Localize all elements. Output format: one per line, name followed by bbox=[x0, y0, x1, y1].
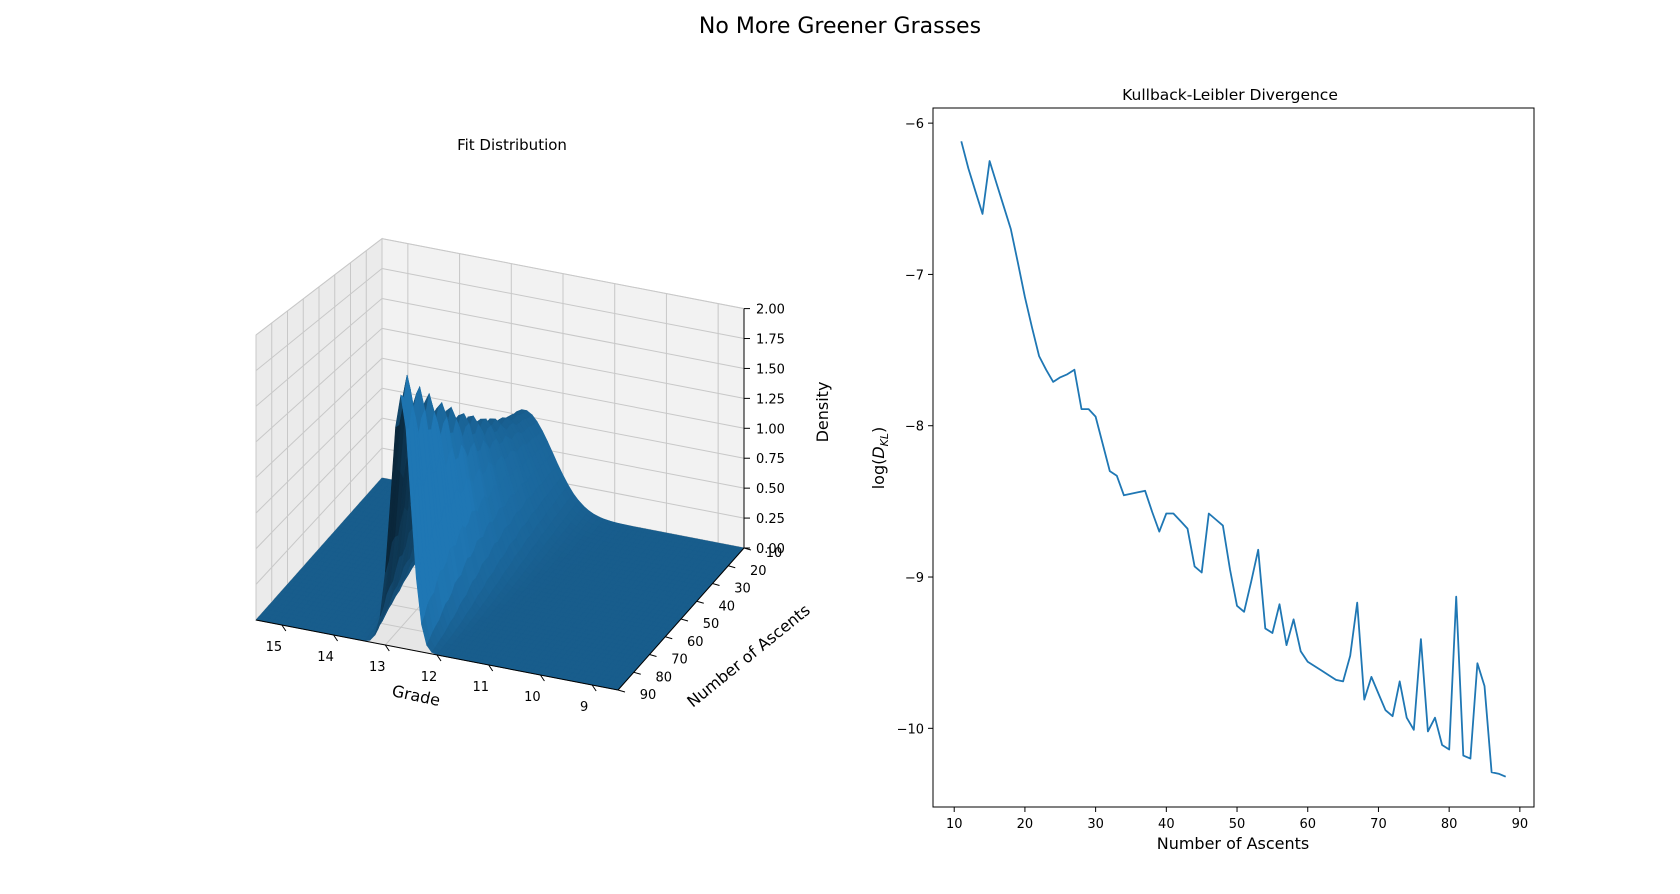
kl-x-tick-label: 70 bbox=[1370, 817, 1387, 832]
kl-series bbox=[960, 141, 1507, 778]
grid-line bbox=[255, 238, 383, 336]
kl-x-tick-label: 10 bbox=[946, 817, 963, 832]
grid-line bbox=[255, 328, 383, 443]
grid-line bbox=[381, 268, 745, 340]
ascents-tick-mark bbox=[649, 654, 657, 657]
surface-mesh bbox=[255, 374, 745, 691]
kl-y-tick-label: −7 bbox=[905, 268, 924, 283]
axes-3d bbox=[255, 308, 752, 693]
kl-x-tick-label: 80 bbox=[1441, 817, 1458, 832]
ascents-tick-label: 80 bbox=[655, 670, 672, 685]
grade-tick-label: 14 bbox=[317, 650, 334, 665]
ascents-tick-mark bbox=[665, 636, 673, 640]
kl-x-tick-label: 30 bbox=[1087, 817, 1104, 832]
grade-tick-mark bbox=[281, 624, 287, 632]
density-tick-label: 0.25 bbox=[756, 512, 785, 527]
density-tick-label: 1.00 bbox=[756, 422, 785, 437]
grade-tick-mark bbox=[488, 664, 494, 672]
kl-y-tick-label: −6 bbox=[905, 117, 924, 132]
kl-x-tick-label: 90 bbox=[1512, 817, 1529, 832]
kl-x-axis-label: Number of Ascents bbox=[1157, 834, 1310, 853]
grid-line bbox=[381, 357, 745, 429]
grid-line bbox=[255, 268, 383, 372]
density-tick-label: 0.50 bbox=[756, 482, 785, 497]
ascents-tick-label: 60 bbox=[687, 635, 704, 650]
surface-3d-chart: Fit Distribution 15 14 13 12 11 10 9 10 20 30 40 50… bbox=[255, 136, 832, 715]
ascents-tick-label: 70 bbox=[671, 653, 688, 668]
grade-tick-label: 11 bbox=[472, 680, 489, 695]
grade-tick-mark bbox=[540, 674, 545, 682]
kl-chart-title: Kullback-Leibler Divergence bbox=[1122, 86, 1338, 104]
ascents-tick-mark bbox=[728, 565, 736, 569]
kl-y-ticks: −6 −7 −8 −9 −10 bbox=[897, 117, 933, 737]
kl-y-tick-label: −10 bbox=[897, 722, 924, 737]
kl-x-tick-label: 60 bbox=[1299, 817, 1316, 832]
grid-line bbox=[255, 357, 383, 478]
ascents-tick-label: 90 bbox=[640, 688, 657, 703]
density-tick-label: 2.00 bbox=[756, 303, 785, 318]
kl-y-axis-label: log(DKL) bbox=[869, 427, 891, 490]
grade-tick-label: 12 bbox=[421, 670, 438, 685]
ascents-tick-mark bbox=[680, 618, 689, 622]
grade-tick-mark bbox=[384, 644, 390, 652]
grid-line bbox=[255, 447, 383, 585]
surface-chart-title: Fit Distribution bbox=[457, 136, 567, 154]
kl-y-tick-label: −9 bbox=[905, 571, 924, 586]
density-tick-label: 0.00 bbox=[756, 542, 785, 557]
kl-x-tick-label: 40 bbox=[1158, 817, 1175, 832]
ascents-tick-label: 20 bbox=[750, 564, 767, 579]
ascents-tick-mark bbox=[712, 583, 720, 586]
ascents-tick-mark bbox=[633, 671, 641, 675]
grid-line bbox=[381, 387, 745, 459]
grid-line bbox=[381, 327, 745, 399]
figure-title: No More Greener Grasses bbox=[698, 14, 982, 39]
grade-tick-label: 10 bbox=[524, 690, 541, 705]
grid-line bbox=[381, 297, 745, 369]
kl-x-tick-label: 50 bbox=[1229, 817, 1246, 832]
grade-tick-label: 13 bbox=[369, 660, 386, 675]
kl-x-ticks: 10 20 30 40 50 60 70 80 90 bbox=[946, 807, 1528, 832]
grid-line bbox=[255, 298, 383, 407]
grade-tick-label: 9 bbox=[580, 700, 588, 715]
grid-line bbox=[255, 387, 383, 514]
grid-line bbox=[381, 238, 745, 310]
ascents-tick-label: 30 bbox=[734, 582, 751, 597]
grade-tick-mark bbox=[333, 634, 338, 642]
ascents-tick-label: 40 bbox=[718, 599, 735, 614]
density-tick-label: 0.75 bbox=[756, 452, 785, 467]
kl-line-series bbox=[960, 141, 1507, 778]
grade-axis-label: Grade bbox=[390, 681, 442, 710]
ascents-tick-label: 10 bbox=[766, 546, 783, 561]
grade-tick-label: 15 bbox=[266, 640, 283, 655]
grade-tick-mark bbox=[436, 654, 442, 662]
tick-labels-3d: 15 14 13 12 11 10 9 10 20 30 40 50 60 70 80 90 0.00 0.25 0… bbox=[266, 303, 785, 715]
kl-y-tick-label: −8 bbox=[905, 420, 924, 435]
density-tick-label: 1.75 bbox=[756, 333, 785, 348]
kl-plot-frame bbox=[932, 107, 1535, 808]
ascents-tick-label: 50 bbox=[703, 617, 720, 632]
kl-x-tick-label: 20 bbox=[1017, 817, 1034, 832]
density-tick-label: 1.25 bbox=[756, 392, 785, 407]
ascents-tick-mark bbox=[617, 689, 626, 693]
density-tick-label: 1.50 bbox=[756, 362, 785, 377]
ascents-tick-mark bbox=[696, 600, 704, 604]
grid-line bbox=[255, 417, 383, 550]
grade-tick-mark bbox=[591, 684, 597, 692]
density-axis-label: Density bbox=[813, 382, 832, 443]
